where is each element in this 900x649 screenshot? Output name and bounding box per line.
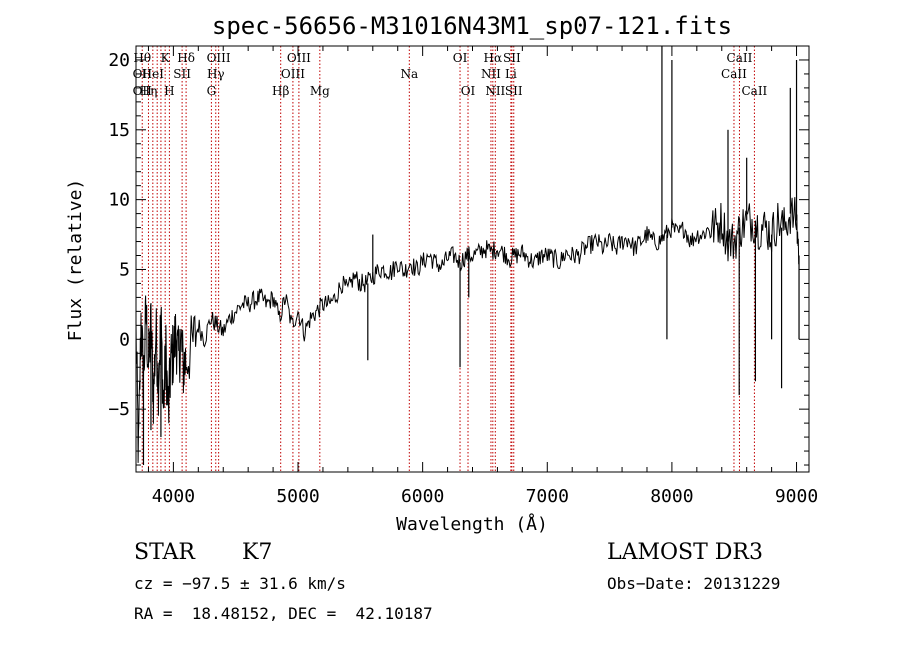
x-tick-label: 9000 [775,486,818,507]
line-label: CaII [727,51,753,65]
line-label: Hη [140,84,158,98]
x-tick-label: 8000 [650,486,693,507]
line-label: OIII [287,51,311,65]
y-tick-label: 15 [108,120,130,141]
observation-date: Obs−Date: 20131229 [607,574,781,593]
line-label: Na [400,67,418,81]
spectral-line-markers [141,46,755,472]
y-tick-label: 0 [119,329,130,350]
line-label: NII [485,84,505,98]
line-label: Hθ [133,51,151,65]
x-tick-label: 4000 [152,486,195,507]
line-label: SII [503,51,521,65]
line-label: G [207,84,217,98]
spectral-line-labels: HθOIIOIIHηHeIKHSIIHδGHγOIIIHβOIIIOIIIMgN… [133,51,768,98]
line-label: HeI [142,67,165,81]
line-label: Li [505,67,517,81]
object-class: STAR [134,540,195,565]
spectrum-line [135,197,800,463]
chart-title: spec-56656-M31016N43M1_sp07-121.fits [212,12,732,40]
line-label: K [161,51,171,65]
line-label: OII [133,67,153,81]
object-subclass: K7 [242,540,273,565]
redshift-velocity: cz = −97.5 ± 31.6 km/s [134,574,346,593]
line-label: NII [481,67,501,81]
line-label: Hδ [177,51,195,65]
y-tick-label: 10 [108,190,130,211]
line-label: Hγ [207,67,225,81]
line-label: Hα [484,51,503,65]
line-label: CaII [741,84,767,98]
x-tick-label: 7000 [526,486,569,507]
y-tick-label: 5 [119,259,130,280]
y-tick-label: 20 [108,50,130,71]
line-label: OI [461,84,476,98]
y-axis: −5 0 5 10 15 20 [108,45,809,466]
line-label: SII [173,67,191,81]
line-label: H [164,84,174,98]
line-label: CaII [721,67,747,81]
x-axis: 4000 5000 6000 7000 8000 9000 [147,46,818,507]
spectrum-series [135,46,800,466]
y-axis-label: Flux (relative) [65,179,86,342]
y-tick-label: −5 [108,399,130,420]
x-tick-label: 6000 [401,486,444,507]
line-label: OI [453,51,468,65]
line-label: OIII [207,51,231,65]
survey-name: LAMOST DR3 [607,540,763,565]
coordinates: RA = 18.48152, DEC = 42.10187 [134,604,433,623]
x-tick-label: 5000 [276,486,319,507]
line-label: OIII [281,67,305,81]
line-label: SII [505,84,523,98]
line-label: Hβ [272,84,289,98]
line-label: Mg [310,84,330,98]
x-axis-label: Wavelength (Å) [396,513,548,535]
